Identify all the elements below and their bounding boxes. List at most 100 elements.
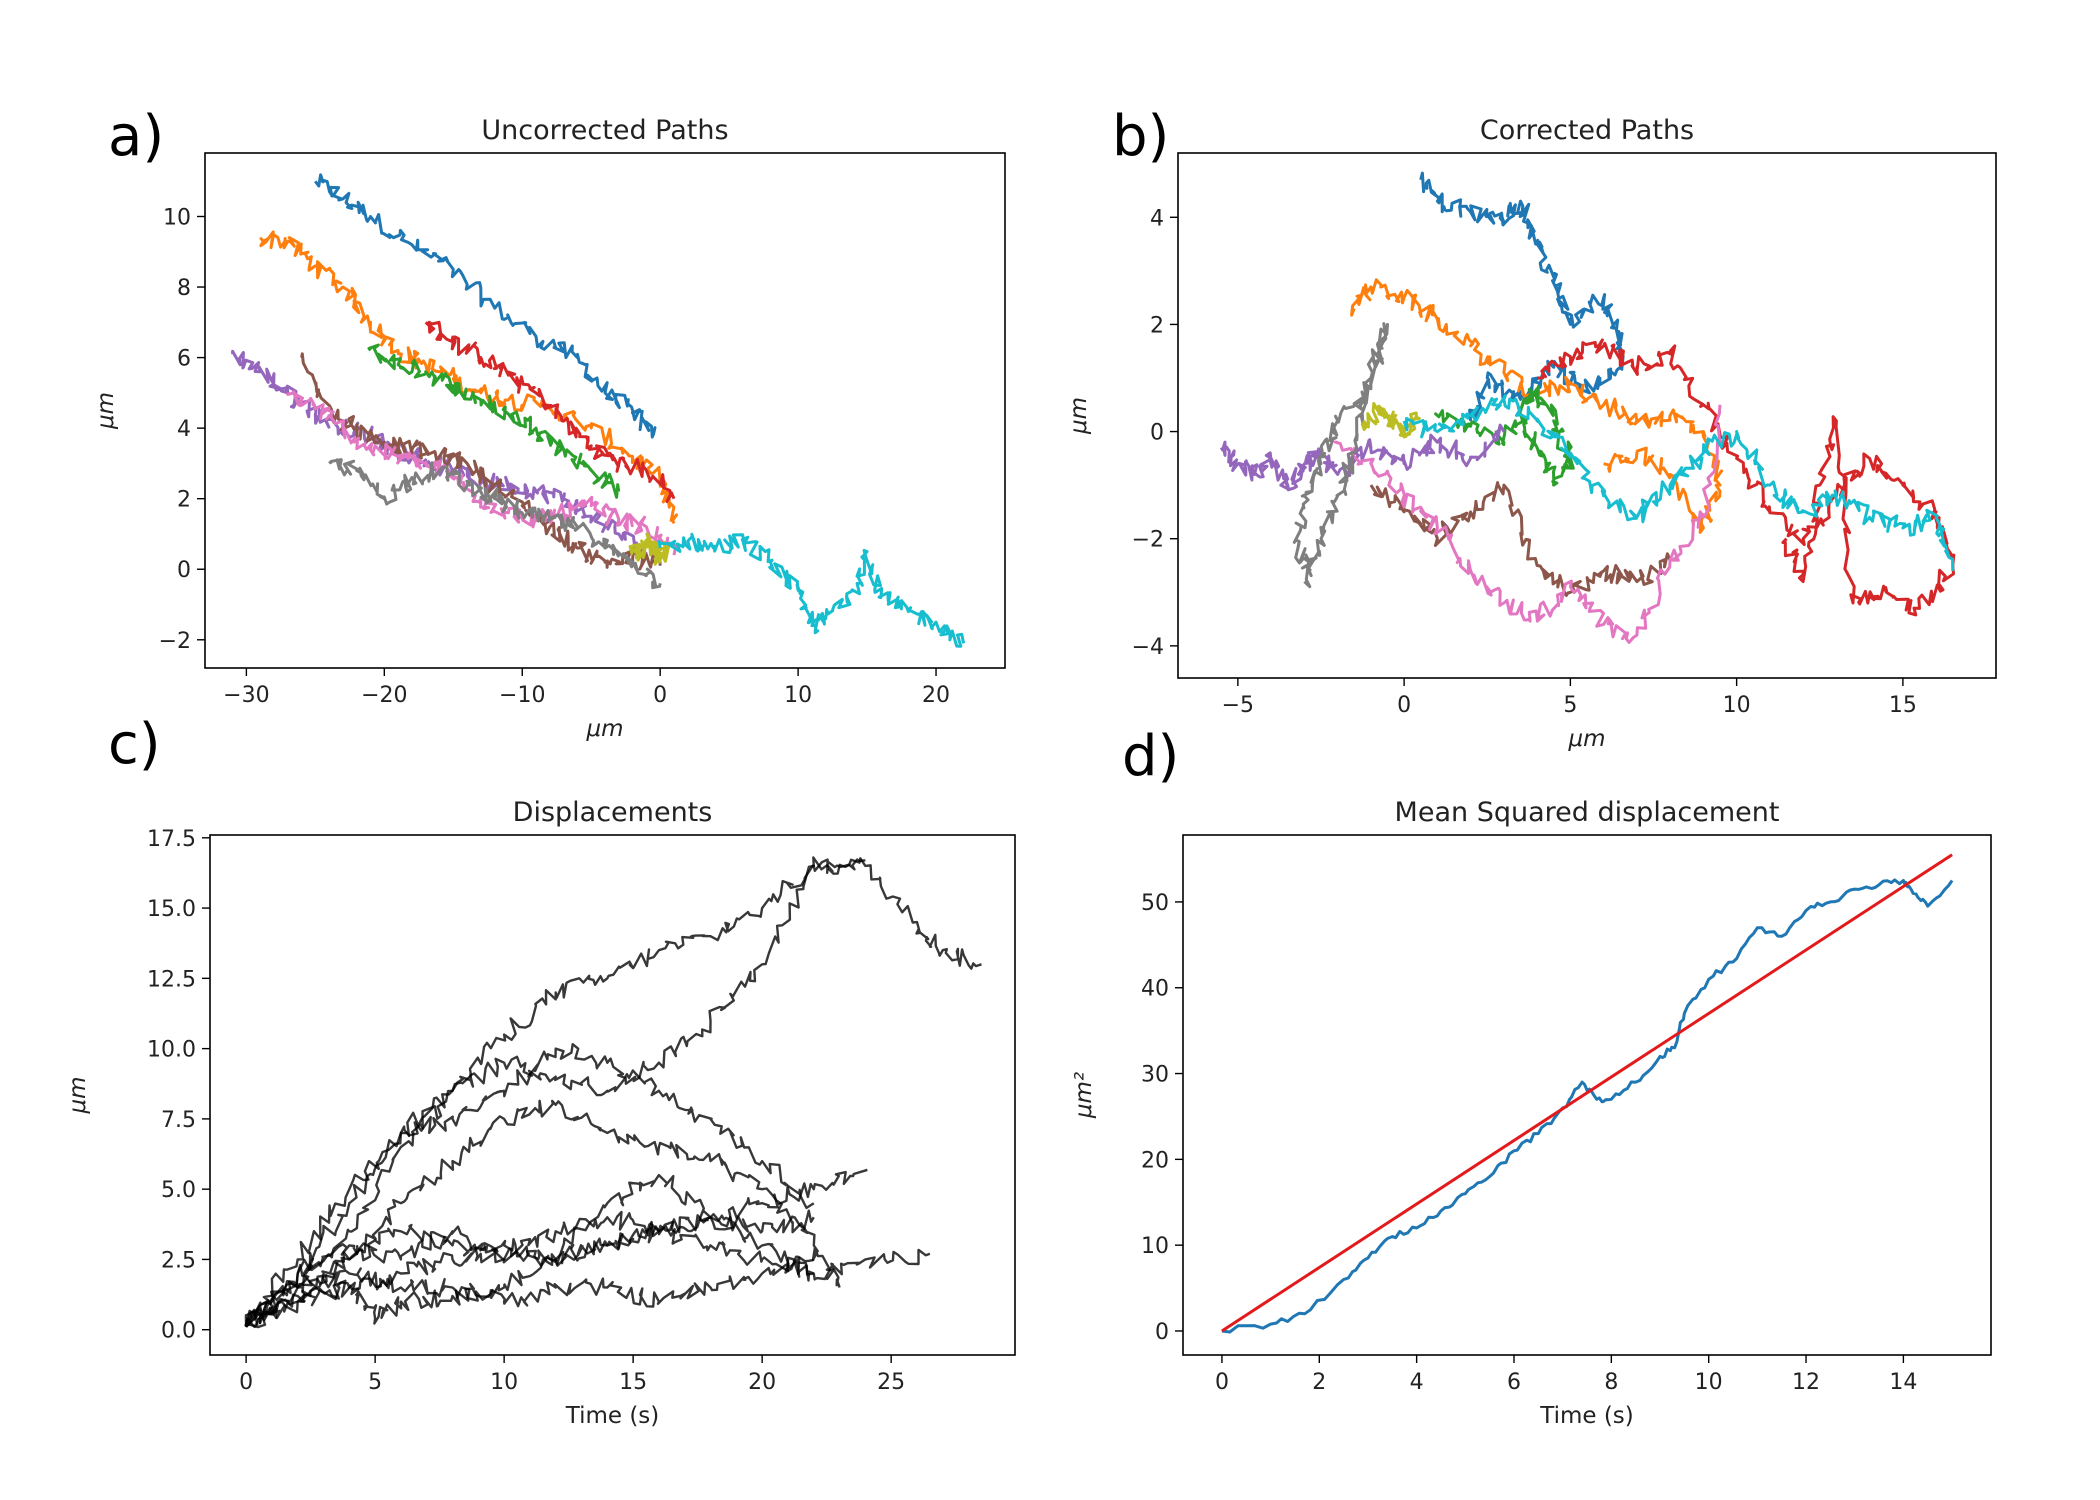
y-tick-label: 10: [1141, 1234, 1169, 1259]
x-tick-label: 20: [748, 1370, 776, 1395]
y-axis-label: μm: [65, 1076, 91, 1114]
series-line-1: [1350, 278, 1724, 534]
series-line-2: [367, 343, 621, 499]
chart-displacements: 0 5 10 15 20 25 0.0 2.5 5.0 7.5 10.0 12.5 15.0 17.5 Di…: [65, 797, 1016, 1429]
y-tick-label: 15.0: [147, 897, 196, 922]
x-tick-label: 10: [490, 1370, 518, 1395]
x-axis-label: μm: [585, 716, 623, 742]
y-axis-label: μm: [93, 392, 119, 430]
series-line-1: [245, 858, 866, 1328]
series-group: [1221, 853, 1954, 1334]
y-tick-label: 4: [177, 417, 191, 442]
x-axis-label: Time (s): [565, 1403, 660, 1429]
chart-title: Displacements: [513, 797, 713, 828]
x-tick-label: 12: [1792, 1370, 1820, 1395]
y-tick-label: −2: [159, 629, 191, 654]
x-axis-label: Time (s): [1539, 1403, 1634, 1429]
y-tick-label: −4: [1132, 635, 1164, 660]
series-line-8: [1360, 402, 1421, 439]
series-line-2: [245, 1043, 815, 1326]
plot-frame: [204, 152, 1006, 669]
y-tick-label: 2: [177, 488, 191, 513]
x-tick-label: 20: [922, 683, 950, 708]
y-tick-label: 10: [163, 205, 191, 230]
x-tick-label: 0: [1397, 693, 1411, 718]
x-tick-label: −30: [223, 683, 269, 708]
y-tick-label: 4: [1150, 206, 1164, 231]
x-tick-label: −5: [1222, 693, 1254, 718]
x-tick-label: 14: [1889, 1370, 1917, 1395]
y-tick-label: 30: [1141, 1063, 1169, 1088]
series-group: [231, 173, 966, 648]
x-tick-label: 5: [368, 1370, 382, 1395]
y-tick-label: −2: [1132, 528, 1164, 553]
x-tick-label: 0: [653, 683, 667, 708]
y-tick-label: 8: [177, 276, 191, 301]
x-tick-label: 0: [239, 1370, 253, 1395]
series-line-6: [245, 1173, 814, 1325]
x-tick-label: −10: [499, 683, 545, 708]
series-line-5: [1369, 481, 1672, 597]
plot-frame: [1182, 834, 1992, 1356]
series-line-8: [628, 532, 671, 566]
panel-letter-b: b): [1112, 104, 1169, 169]
series-line-0: [244, 856, 982, 1325]
y-tick-label: 10.0: [147, 1038, 196, 1063]
chart-title: Corrected Paths: [1480, 115, 1694, 146]
y-axis-label: μm²: [1071, 1072, 1097, 1119]
chart-title: Uncorrected Paths: [481, 115, 728, 146]
series-line-9: [1402, 394, 1955, 571]
y-tick-label: 40: [1141, 977, 1169, 1002]
y-tick-label: 20: [1141, 1148, 1169, 1173]
y-tick-label: 0: [1155, 1320, 1169, 1345]
series-line-1: [1221, 853, 1953, 1333]
series-line-7: [328, 458, 662, 590]
series-line-1: [259, 230, 679, 525]
series-line-7: [1292, 322, 1389, 589]
series-line-3: [424, 320, 676, 503]
y-tick-label: 17.5: [147, 827, 196, 852]
x-tick-label: 4: [1410, 1370, 1424, 1395]
plot-frame: [1177, 152, 1997, 679]
chart-mean-squared-displacement: 0 2 4 6 8 10 12 14 0 10 20 30 40 50 Mean Squared displ…: [1071, 797, 1992, 1429]
y-tick-label: 2.5: [161, 1248, 196, 1273]
panel-letter-d: d): [1122, 724, 1179, 789]
y-tick-label: 2: [1150, 313, 1164, 338]
series-line-0: [1221, 878, 1954, 1334]
series-line-3: [244, 1099, 841, 1327]
series-line-0: [314, 173, 657, 439]
series-line-8: [245, 1255, 815, 1326]
y-axis-label: μm: [1066, 397, 1092, 435]
chart-corrected-paths: −5 0 5 10 15 −4 −2 0 2 4 Corrected Paths μm μm: [1066, 115, 1997, 752]
x-tick-label: 6: [1507, 1370, 1521, 1395]
x-tick-label: 10: [784, 683, 812, 708]
y-tick-label: 7.5: [161, 1108, 196, 1133]
x-tick-label: 8: [1604, 1370, 1618, 1395]
chart-title: Mean Squared displacement: [1395, 797, 1780, 828]
panel-letter-c: c): [108, 712, 161, 777]
y-tick-label: 0.0: [161, 1319, 196, 1344]
series-line-4: [1219, 423, 1506, 492]
plot-frame: [209, 834, 1016, 1356]
series-line-9: [657, 532, 966, 648]
series-group: [244, 856, 982, 1329]
x-tick-label: 10: [1695, 1370, 1723, 1395]
x-tick-label: 25: [877, 1370, 905, 1395]
x-tick-label: 15: [1889, 693, 1917, 718]
x-tick-label: 2: [1312, 1370, 1326, 1395]
x-tick-label: 5: [1563, 693, 1577, 718]
series-line-0: [1419, 171, 1625, 422]
y-tick-label: 5.0: [161, 1178, 196, 1203]
x-tick-label: 10: [1723, 693, 1751, 718]
series-line-2: [1434, 385, 1575, 487]
y-tick-label: 0: [1150, 421, 1164, 446]
y-tick-label: 12.5: [147, 967, 196, 992]
x-tick-label: 0: [1215, 1370, 1229, 1395]
series-line-3: [1537, 338, 1956, 617]
y-tick-label: 6: [177, 347, 191, 372]
x-axis-label: μm: [1567, 726, 1605, 752]
series-line-7: [244, 1209, 815, 1329]
y-tick-label: 50: [1141, 891, 1169, 916]
